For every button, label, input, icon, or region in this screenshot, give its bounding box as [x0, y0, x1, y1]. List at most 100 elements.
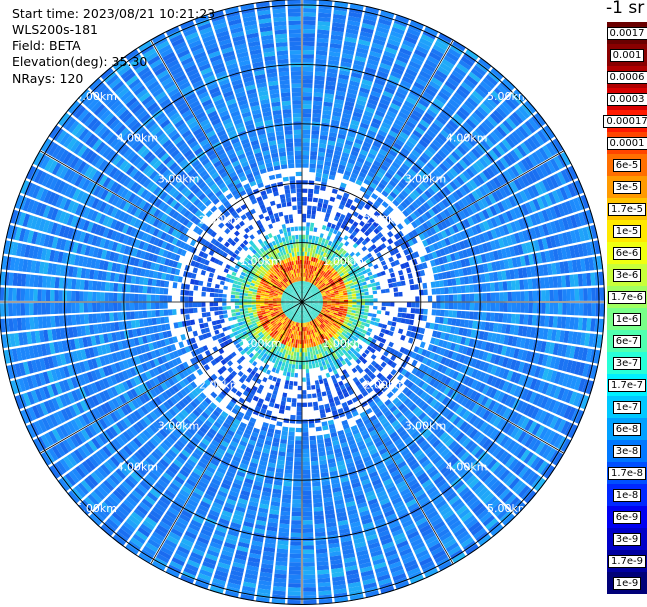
range-gate	[308, 306, 313, 310]
range-gate	[502, 369, 510, 380]
range-gate	[392, 408, 400, 416]
range-gate	[573, 317, 579, 330]
range-gate	[315, 544, 327, 550]
range-gate	[440, 464, 451, 475]
range-gate	[433, 323, 439, 331]
range-gate	[307, 347, 310, 353]
range-gate	[310, 452, 318, 458]
range-gate	[344, 318, 349, 323]
range-gate	[331, 302, 336, 304]
range-gate	[296, 419, 302, 424]
range-gate	[285, 460, 294, 466]
range-gate	[247, 299, 252, 302]
range-gate	[429, 337, 436, 345]
range-gate	[407, 478, 418, 488]
range-gate	[533, 352, 541, 365]
range-gate	[507, 302, 512, 313]
range-gate	[305, 304, 309, 308]
range-gate	[427, 408, 436, 417]
range-gate	[236, 364, 243, 371]
range-gate	[466, 496, 479, 507]
range-gate	[508, 477, 520, 490]
range-gate	[496, 391, 505, 403]
range-gate	[586, 318, 592, 332]
range-gate	[521, 388, 530, 401]
range-gate	[524, 419, 534, 432]
range-gate	[448, 495, 460, 506]
range-gate	[346, 311, 352, 315]
range-gate	[588, 333, 595, 347]
range-gate	[491, 445, 502, 458]
range-gate	[423, 308, 428, 315]
range-gate	[397, 460, 407, 469]
range-gate	[470, 379, 479, 390]
range-gate	[207, 277, 213, 283]
range-gate	[54, 277, 60, 289]
range-gate	[443, 451, 453, 461]
range-gate	[302, 532, 314, 538]
range-gate	[302, 499, 312, 504]
range-gate	[292, 494, 302, 500]
range-gate	[210, 287, 215, 293]
range-gate	[302, 503, 312, 508]
range-gate	[484, 398, 493, 409]
range-gate	[234, 302, 240, 306]
range-gate	[312, 319, 316, 324]
range-gate	[474, 359, 482, 370]
range-gate	[190, 278, 196, 285]
range-gate	[285, 464, 293, 470]
range-gate	[506, 313, 512, 324]
range-gate	[205, 312, 211, 317]
range-gate	[536, 394, 545, 407]
range-gate	[306, 377, 311, 382]
range-gate	[462, 423, 472, 434]
range-gate	[289, 549, 302, 554]
range-gate	[499, 510, 513, 523]
range-gate	[411, 485, 423, 495]
range-gate	[312, 490, 322, 495]
range-gate	[409, 331, 416, 338]
range-gate	[302, 465, 311, 470]
range-gate	[427, 344, 434, 352]
range-gate	[219, 280, 225, 286]
range-gate	[451, 460, 462, 470]
range-gate	[304, 347, 308, 353]
range-gate	[274, 403, 280, 409]
range-gate	[422, 365, 429, 373]
range-gate	[296, 335, 299, 340]
range-gate	[471, 368, 479, 379]
range-gate	[341, 313, 347, 317]
range-gate	[509, 384, 518, 396]
range-gate	[198, 280, 204, 286]
range-gate	[486, 426, 496, 438]
range-gate	[256, 306, 261, 310]
range-gate	[544, 341, 551, 354]
range-gate	[436, 331, 442, 339]
range-gate	[339, 351, 345, 357]
range-gate	[185, 314, 190, 320]
range-gate	[134, 285, 140, 293]
range-gate	[332, 314, 338, 318]
range-gate	[303, 553, 315, 559]
range-gate	[347, 309, 352, 313]
range-gate	[501, 453, 513, 466]
range-gate	[160, 280, 166, 287]
range-gate	[526, 326, 532, 338]
range-gate	[346, 322, 352, 327]
range-gate	[573, 346, 580, 360]
range-gate	[283, 366, 288, 372]
range-gate	[337, 362, 343, 368]
range-gate	[456, 483, 468, 494]
range-gate	[339, 319, 345, 323]
range-gate	[436, 364, 444, 372]
range-gate	[426, 465, 437, 475]
range-gate	[308, 423, 315, 428]
range-gate	[155, 287, 160, 294]
range-gate	[591, 303, 596, 317]
range-gate	[488, 322, 495, 332]
range-gate	[345, 316, 350, 320]
range-gate	[282, 426, 289, 432]
range-gate	[302, 507, 313, 512]
range-gate	[498, 379, 506, 391]
range-gate	[222, 310, 228, 315]
